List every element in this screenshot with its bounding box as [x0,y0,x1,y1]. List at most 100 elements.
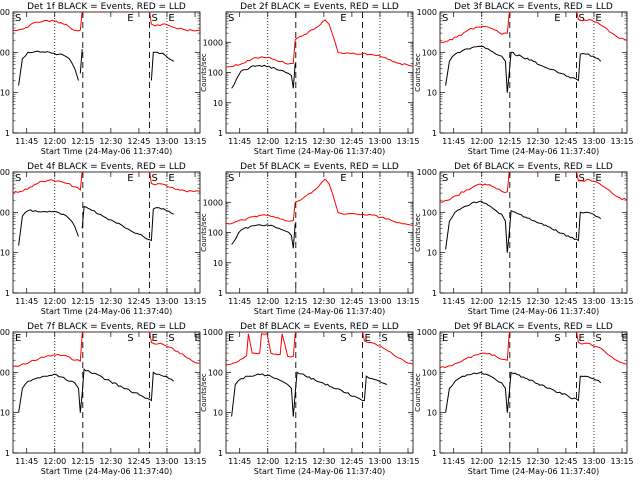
x-tick-label: 11:45 [442,457,465,466]
event-marker-s: S [152,173,158,184]
y-tick-label: 100 [0,208,10,217]
event-marker-e: E [127,13,133,24]
x-tick-label: 12:15 [284,457,307,466]
plot-frame [13,172,200,293]
detector-panel-6: Det 6f BLACK = Events, RED = LLD 1 10 100 10… [414,162,634,316]
event-marker-s: S [442,173,448,184]
y-tick-label: 10 [0,249,10,258]
x-tick-label: 13:15 [610,297,633,306]
x-tick-label: 12:00 [256,457,279,466]
x-tick-label: 13:15 [610,457,633,466]
detector-panel-2: Det 2f BLACK = Events, RED = LLD 1 10 100 10… [200,2,420,156]
y-tick-label: 10 [0,409,10,418]
event-marker-e: E [152,333,158,344]
panel-title: Det 7f BLACK = Events, RED = LLD [27,322,186,332]
y-axis-label: Counts/sec [414,213,422,252]
x-tick-label: 11:45 [228,297,251,306]
x-tick-label: 12:15 [284,297,307,306]
event-marker-e: E [127,173,133,184]
x-tick-label: 13:15 [396,297,419,306]
y-tick-label: 1000 [417,328,437,337]
event-marker-e: E [408,333,414,344]
y-tick-label: 100 [422,208,437,217]
event-marker-e: E [228,333,234,344]
x-tick-label: 13:15 [183,457,206,466]
x-tick-label: 11:45 [228,457,251,466]
panel-title: Det 8f BLACK = Events, RED = LLD [240,322,399,332]
series-line-events [232,63,296,88]
x-tick-label: 13:15 [183,297,206,306]
x-tick-label: 11:45 [15,137,38,146]
panel-title: Det 9f BLACK = Events, RED = LLD [454,322,613,332]
plot-frame [13,12,200,133]
plot-frame [440,332,627,453]
y-tick-label: 10 [427,89,437,98]
panel-title: Det 1f BLACK = Events, RED = LLD [27,2,186,12]
panel-title: Det 4f BLACK = Events, RED = LLD [27,162,186,172]
event-marker-s: S [152,13,158,24]
y-tick-label: 10 [427,249,437,258]
detector-panel-3: Det 3f BLACK = Events, RED = LLD11010010… [414,2,634,156]
x-tick-label: 12:15 [284,137,307,146]
event-marker-s: S [228,173,234,184]
x-tick-label: 12:30 [99,297,122,306]
x-axis-label: Start Time (24-May-06 11:37:40) [468,467,599,476]
y-tick-label: 1 [218,129,223,138]
x-tick-label: 12:30 [99,457,122,466]
x-axis-label: Start Time (24-May-06 11:37:40) [468,307,599,316]
x-tick-label: 11:45 [15,297,38,306]
x-axis-label: Start Time (24-May-06 11:37:40) [468,147,599,156]
y-tick-label: 1000 [203,198,223,207]
x-tick-label: 13:00 [368,457,391,466]
plot-frame [226,172,413,293]
series-line-events [19,210,79,246]
series-line-events [80,49,82,73]
y-tick-label: 100 [208,69,223,78]
y-tick-label: 1000 [417,168,437,177]
x-tick-label: 12:45 [340,297,363,306]
y-tick-label: 1000 [203,38,223,47]
x-tick-label: 12:00 [470,297,493,306]
x-tick-label: 12:00 [256,137,279,146]
panel-title: Det 6f BLACK = Events, RED = LLD [454,162,613,172]
x-tick-label: 12:45 [340,457,363,466]
detector-panel-9: Det 9f BLACK = Events, RED = LLD 1 10 100 10… [414,322,634,476]
x-tick-label: 12:30 [312,457,335,466]
y-tick-label: 100 [0,368,10,377]
event-marker-e: E [622,333,628,344]
x-tick-label: 12:45 [554,457,577,466]
y-tick-label: 1 [432,129,437,138]
x-tick-label: 13:00 [582,457,605,466]
panel-title: Det 5f BLACK = Events, RED = LLD [240,162,399,172]
detector-panel-5: Det 5f BLACK = Events, RED = LLD 1 10 100 10… [200,162,420,316]
y-tick-label: 100 [208,368,223,377]
x-tick-label: 12:00 [43,137,66,146]
event-marker-e: E [442,333,448,344]
y-tick-label: 100 [0,48,10,57]
series-line-lld [226,179,413,225]
event-marker-s: S [168,333,174,344]
x-tick-label: 13:15 [396,137,419,146]
series-line-events [232,223,296,248]
x-tick-label: 12:45 [554,137,577,146]
event-marker-e: E [15,333,21,344]
y-tick-label: 1 [5,129,10,138]
event-marker-e: E [340,173,346,184]
detector-panel-4: Det 4f BLACK = Events, RED = LLD 1 10 100 10… [0,162,207,316]
event-marker-e: E [554,173,560,184]
y-tick-label: 1 [5,289,10,298]
x-axis-label: Start Time (24-May-06 11:37:40) [41,147,172,156]
y-tick-label: 100 [208,229,223,238]
x-tick-label: 13:15 [396,457,419,466]
event-marker-e: E [168,173,174,184]
y-axis-label: Counts/sec [200,213,208,252]
event-marker-s: S [442,13,448,24]
event-marker-e: E [554,13,560,24]
y-tick-label: 1 [218,289,223,298]
x-axis-label: Start Time (24-May-06 11:37:40) [41,307,172,316]
x-axis-label: Start Time (24-May-06 11:37:40) [41,467,172,476]
x-tick-label: 13:00 [582,297,605,306]
x-tick-label: 13:15 [610,137,633,146]
x-tick-label: 12:30 [312,297,335,306]
event-marker-e: E [340,13,346,24]
